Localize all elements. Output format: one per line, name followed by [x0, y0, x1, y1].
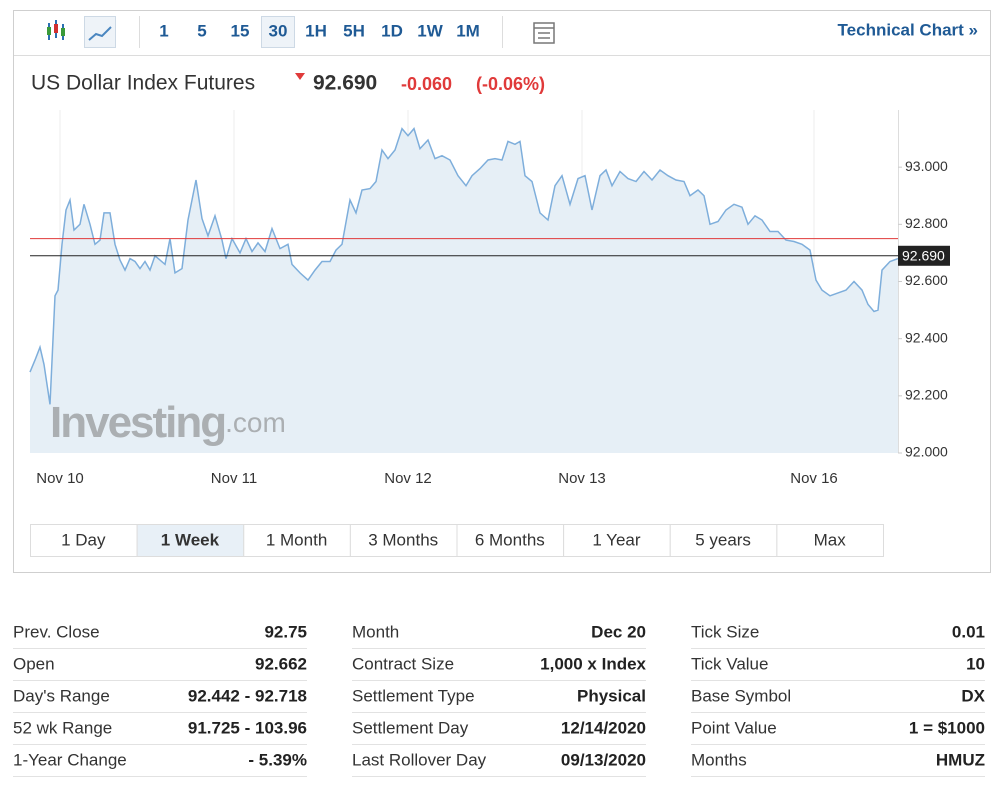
change: -0.060: [401, 74, 452, 94]
instrument-title: US Dollar Index Futures: [31, 72, 255, 95]
interval-button[interactable]: 1: [159, 21, 168, 40]
interval-button[interactable]: 5H: [343, 21, 365, 40]
price-line: [29, 127, 899, 405]
down-arrow: [295, 73, 305, 80]
stat-value: 0.01: [952, 622, 985, 641]
change-percent: (-0.06%): [476, 74, 545, 94]
watermark: Investing.com: [50, 398, 286, 447]
layout-icon[interactable]: [533, 22, 555, 44]
range-button[interactable]: [669, 524, 778, 557]
area: [30, 128, 898, 453]
stat-value: Physical: [577, 686, 646, 705]
stat-value: 92.662: [255, 654, 307, 673]
last-price-label: 92.690: [902, 247, 945, 263]
y-tick-label: 93.000: [905, 158, 948, 174]
stat-value: 09/13/2020: [561, 750, 646, 769]
stat-label: Prev. Close: [13, 622, 100, 641]
interval-button[interactable]: 1H: [305, 21, 327, 40]
stat-label: Tick Size: [691, 622, 759, 641]
range-label[interactable]: 1 Month: [266, 530, 327, 549]
y-tick-label: 92.800: [905, 215, 948, 231]
stat-value: 1 = $1000: [909, 718, 985, 737]
x-tick-label: Nov 16: [790, 470, 838, 487]
interval-button[interactable]: 1M: [456, 21, 480, 40]
stat-label: Base Symbol: [691, 686, 791, 705]
range-label[interactable]: Max: [814, 530, 847, 549]
stat-value: 12/14/2020: [561, 718, 646, 737]
y-tick-label: 92.200: [905, 387, 948, 403]
interval-button[interactable]: 5: [197, 21, 206, 40]
watermark-brand: Investing: [50, 398, 225, 447]
range-button[interactable]: [563, 524, 671, 557]
stat-label: Settlement Day: [352, 718, 469, 737]
interval-button[interactable]: 30: [269, 21, 288, 40]
interval-active: [261, 16, 295, 48]
range-label[interactable]: 1 Year: [592, 530, 641, 549]
technical-chart-link[interactable]: Technical Chart »: [838, 20, 978, 39]
y-tick-label: 92.600: [905, 272, 948, 288]
stat-value: 91.725 - 103.96: [188, 718, 307, 737]
candle-icon[interactable]: [47, 20, 65, 40]
range-button[interactable]: [776, 524, 884, 557]
stat-label: Month: [352, 622, 399, 641]
stat-label: Day's Range: [13, 686, 110, 705]
y-tick-label: 92.400: [905, 329, 948, 345]
stat-value: - 5.39%: [248, 750, 307, 769]
watermark-suffix: .com: [225, 407, 286, 438]
stat-value: 10: [966, 654, 985, 673]
stat-value: DX: [961, 686, 985, 705]
stat-value: HMUZ: [936, 750, 985, 769]
interval-button[interactable]: 1D: [381, 21, 403, 40]
stat-label: Settlement Type: [352, 686, 475, 705]
stat-label: Last Rollover Day: [352, 750, 487, 769]
interval-button[interactable]: 1W: [417, 21, 443, 40]
stat-label: Months: [691, 750, 747, 769]
range-label[interactable]: 1 Week: [161, 530, 220, 549]
stat-value: 92.442 - 92.718: [188, 686, 307, 705]
stat-label: Open: [13, 654, 55, 673]
range-label[interactable]: 5 years: [695, 530, 751, 549]
x-tick-label: Nov 10: [36, 470, 84, 487]
range-label[interactable]: 1 Day: [61, 530, 106, 549]
stat-label: Tick Value: [691, 654, 768, 673]
x-tick-label: Nov 13: [558, 470, 606, 487]
stat-value: 92.75: [264, 622, 307, 641]
interval-button[interactable]: 15: [231, 21, 250, 40]
range-button[interactable]: [30, 524, 138, 557]
range-button[interactable]: [349, 524, 458, 557]
stat-value: Dec 20: [591, 622, 646, 641]
range-button-active[interactable]: [136, 524, 245, 557]
x-tick-label: Nov 11: [211, 470, 257, 487]
stat-label: Point Value: [691, 718, 777, 737]
stat-label: 1-Year Change: [13, 750, 127, 769]
range-label[interactable]: 3 Months: [368, 530, 438, 549]
stat-value: 1,000 x Index: [540, 654, 646, 673]
price: 92.690: [313, 72, 377, 95]
last-price-box: [898, 245, 950, 266]
stat-label: Contract Size: [352, 654, 454, 673]
x-tick-label: Nov 12: [384, 470, 432, 487]
range-label[interactable]: 6 Months: [475, 530, 545, 549]
stat-label: 52 wk Range: [13, 718, 112, 737]
y-tick-label: 92.000: [905, 444, 948, 460]
line-icon[interactable]: [84, 16, 116, 48]
